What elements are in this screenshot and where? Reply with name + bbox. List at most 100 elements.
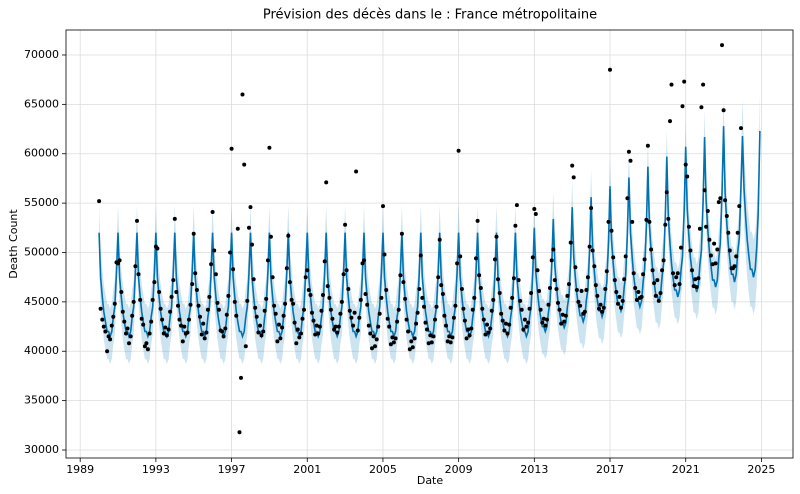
observed-point: [379, 295, 384, 300]
observed-point: [272, 303, 277, 308]
observed-point: [111, 314, 116, 319]
observed-point: [163, 325, 168, 330]
observed-point: [724, 214, 729, 218]
x-tick-label: 1993: [142, 463, 170, 476]
observed-point: [174, 290, 179, 294]
observed-point: [545, 317, 549, 322]
observed-point: [354, 169, 359, 174]
observed-point: [193, 271, 198, 276]
observed-point: [663, 222, 668, 227]
observed-point: [160, 317, 165, 322]
observed-point: [374, 337, 379, 342]
observed-point: [398, 273, 403, 278]
observed-point: [436, 275, 441, 280]
observed-point: [585, 275, 590, 280]
observed-point: [560, 312, 565, 317]
observed-point: [603, 287, 608, 291]
observed-point: [464, 336, 469, 341]
observed-point: [158, 306, 163, 311]
observed-point: [518, 298, 523, 303]
y-tick-label: 50000: [24, 245, 59, 258]
observed-point: [708, 253, 713, 258]
observed-point: [341, 272, 346, 277]
observed-point: [98, 306, 103, 311]
observed-point: [136, 272, 141, 277]
observed-point: [574, 288, 579, 292]
observed-point: [522, 317, 527, 322]
observed-point: [611, 255, 616, 260]
y-tick-label: 60000: [24, 147, 59, 160]
observed-point: [685, 174, 690, 179]
observed-point: [447, 334, 452, 339]
x-tick-label: 1989: [66, 463, 94, 476]
observed-point: [469, 326, 474, 331]
observed-point: [120, 309, 125, 314]
observed-point: [220, 329, 225, 334]
observed-point: [682, 79, 687, 84]
observed-point: [704, 224, 709, 229]
observed-point: [376, 324, 381, 329]
observed-point: [144, 341, 149, 346]
observed-point: [571, 175, 576, 180]
observed-point: [641, 272, 646, 277]
observed-point: [645, 143, 650, 148]
observed-point: [215, 300, 220, 305]
observed-point: [168, 309, 173, 314]
observed-point: [688, 248, 693, 253]
observed-point: [116, 261, 120, 266]
observed-point: [562, 319, 567, 324]
observed-point: [305, 268, 310, 273]
observed-point: [213, 272, 218, 277]
observed-point: [306, 288, 311, 292]
observed-point: [636, 290, 641, 294]
observed-point: [444, 323, 448, 328]
observed-point: [426, 341, 431, 346]
observed-point: [346, 287, 351, 291]
observed-point: [105, 349, 110, 354]
observed-point: [106, 334, 111, 339]
observed-point: [480, 306, 485, 311]
observed-point: [533, 212, 538, 216]
observed-point: [551, 247, 556, 252]
observed-point: [458, 254, 463, 259]
observed-point: [658, 291, 663, 295]
observed-point: [311, 318, 316, 323]
observed-point: [715, 247, 720, 252]
observed-point: [145, 347, 150, 352]
observed-point: [652, 281, 657, 286]
observed-point: [623, 254, 628, 259]
observed-point: [319, 308, 324, 313]
observed-point: [494, 234, 499, 239]
observed-point: [355, 328, 360, 333]
observed-point: [532, 207, 537, 211]
observed-point: [451, 315, 456, 320]
observed-point: [133, 264, 138, 269]
observed-point: [433, 317, 437, 322]
observed-point: [177, 317, 182, 322]
observed-point: [237, 430, 242, 435]
observed-point: [270, 275, 275, 280]
observed-point: [699, 105, 704, 110]
plot-frame: [65, 29, 794, 459]
observed-point: [360, 261, 365, 266]
observed-point: [333, 324, 338, 329]
observed-point: [201, 321, 206, 326]
observed-point: [155, 246, 160, 251]
observed-point: [540, 320, 545, 325]
observed-point: [712, 241, 717, 246]
observed-point: [530, 255, 535, 260]
observed-point: [582, 309, 587, 314]
observed-point: [295, 327, 300, 332]
observed-point: [117, 258, 122, 263]
observed-point: [668, 119, 672, 124]
observed-point: [686, 224, 691, 229]
observed-point: [462, 318, 467, 323]
observed-point: [431, 334, 436, 339]
observed-point: [242, 162, 247, 167]
observed-point: [628, 158, 633, 163]
observed-point: [228, 250, 233, 255]
observed-point: [716, 200, 721, 205]
observed-point: [644, 217, 649, 222]
observed-point: [655, 278, 660, 283]
